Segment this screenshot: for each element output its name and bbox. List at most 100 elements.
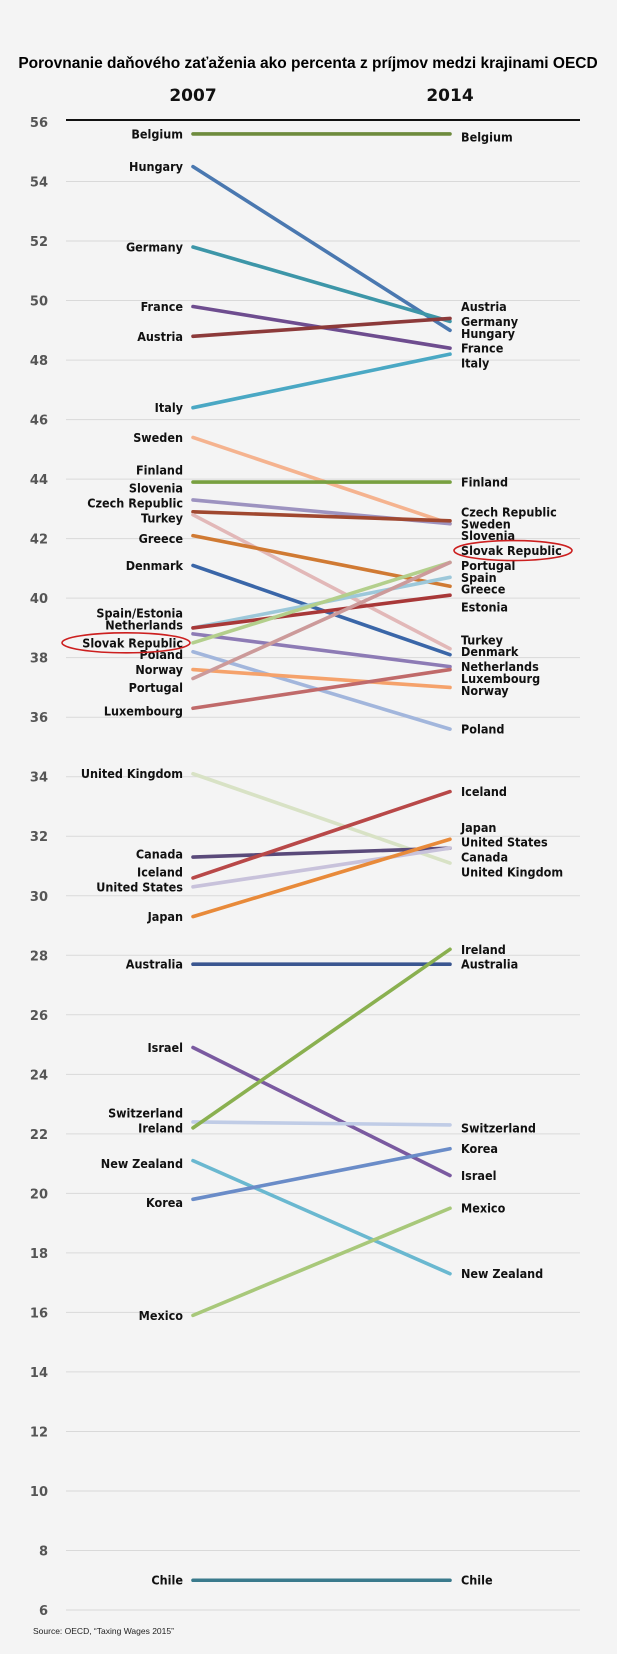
series-line-germany: [191, 245, 452, 324]
series-line-portugal: [191, 560, 452, 681]
series-line-hungary: [191, 164, 452, 333]
label-2014-switzerland: Switzerland: [461, 1120, 536, 1135]
label-2014-ireland: Ireland: [461, 942, 506, 957]
label-2014-norway: Norway: [461, 683, 509, 698]
label-2014-korea: Korea: [461, 1141, 498, 1156]
y-tick-label: 52: [30, 235, 48, 250]
label-2014-austria: Austria: [461, 299, 507, 314]
label-2007-korea: Korea: [146, 1195, 183, 1210]
y-tick-label: 38: [30, 652, 48, 667]
series-line-canada: [191, 846, 452, 859]
label-2014-germany: Germany: [461, 314, 519, 329]
label-2007-sweden: Sweden: [133, 430, 183, 445]
chart-title: Porovnanie daňového zaťaženia ako percen…: [18, 55, 597, 72]
series-line-iceland: [191, 789, 452, 880]
y-tick-label: 40: [30, 592, 48, 607]
label-2007-netherlands: Netherlands: [105, 617, 183, 632]
label-2014-estonia: Estonia: [461, 600, 508, 615]
label-2014-australia: Australia: [461, 957, 518, 972]
label-2014-chile: Chile: [461, 1573, 493, 1588]
label-2014-united-kingdom: United Kingdom: [461, 864, 563, 879]
label-2007-belgium: Belgium: [131, 126, 183, 141]
label-2014-iceland: Iceland: [461, 784, 507, 799]
series-line-estonia: [191, 593, 452, 630]
series-line-italy: [191, 352, 452, 410]
label-2007-poland: Poland: [140, 647, 183, 662]
series-line-czech-republic: [191, 510, 452, 523]
label-2007-united-kingdom: United Kingdom: [81, 766, 183, 781]
series-line-austria: [191, 316, 452, 339]
label-2007-slovenia: Slovenia: [129, 481, 183, 496]
source-note: Source: OECD, “Taxing Wages 2015”: [33, 1626, 174, 1636]
y-tick-label: 12: [30, 1425, 48, 1440]
series-line-israel: [191, 1045, 452, 1178]
y-tick-label: 42: [30, 533, 48, 548]
y-tick-label: 32: [30, 830, 48, 845]
label-2014-denmark: Denmark: [461, 644, 519, 659]
series-line-netherlands: [191, 632, 452, 669]
label-2007-czech-republic: Czech Republic: [87, 495, 183, 510]
label-2007-iceland: Iceland: [137, 864, 183, 879]
label-2007-japan: Japan: [147, 909, 183, 924]
gridlines: [66, 181, 580, 1611]
y-tick-label: 30: [30, 890, 48, 905]
series-line-luxembourg: [191, 667, 452, 711]
label-2007-denmark: Denmark: [126, 558, 184, 573]
label-2007-austria: Austria: [137, 329, 183, 344]
label-2007-hungary: Hungary: [129, 159, 184, 174]
y-tick-label: 36: [30, 711, 48, 726]
label-2014-finland: Finland: [461, 475, 508, 490]
series-line-mexico: [191, 1206, 452, 1318]
label-2007-greece: Greece: [139, 531, 184, 546]
series-line-switzerland: [191, 1120, 452, 1127]
label-2014-luxembourg: Luxembourg: [461, 671, 540, 686]
series-line-turkey: [191, 513, 452, 651]
label-2014-mexico: Mexico: [461, 1201, 506, 1216]
label-2014-poland: Poland: [461, 722, 504, 737]
label-2007-spain-estonia: Spain/Estonia: [96, 606, 183, 621]
series-line-greece: [191, 533, 452, 589]
label-2007-israel: Israel: [148, 1040, 184, 1055]
label-2007-ireland: Ireland: [138, 1120, 183, 1135]
label-2007-chile: Chile: [151, 1573, 183, 1588]
label-2014-turkey: Turkey: [461, 632, 504, 647]
label-2014-israel: Israel: [461, 1168, 497, 1183]
label-2007-australia: Australia: [126, 957, 183, 972]
label-2014-new-zealand: New Zealand: [461, 1266, 543, 1281]
label-2014-portugal: Portugal: [461, 558, 515, 573]
y-tick-label: 8: [39, 1544, 48, 1559]
label-2014-hungary: Hungary: [461, 326, 516, 341]
column-header-2007: 2007: [169, 86, 216, 106]
labels-2007: Belgium Hungary Germany France Austria Italy S…: [81, 126, 184, 1587]
label-2014-france: France: [461, 341, 504, 356]
y-tick-label: 26: [30, 1009, 48, 1024]
y-tick-label: 28: [30, 949, 48, 964]
label-2007-norway: Norway: [135, 662, 183, 677]
label-2014-slovak-republic: Slovak Republic: [461, 543, 562, 558]
label-2007-united-states: United States: [96, 879, 183, 894]
label-2014-slovenia: Slovenia: [461, 528, 515, 543]
y-tick-label: 44: [30, 473, 48, 488]
series-line-new-zealand: [191, 1158, 452, 1276]
y-tick-label: 54: [30, 176, 48, 191]
y-tick-label: 18: [30, 1247, 48, 1262]
highlight-ellipses: [61, 539, 573, 654]
label-2014-united-states: United States: [461, 835, 548, 850]
y-tick-label: 24: [30, 1068, 48, 1083]
y-tick-label: 10: [30, 1485, 48, 1500]
series-line-united-states: [191, 846, 452, 889]
y-tick-label: 6: [39, 1604, 48, 1619]
series-line-norway: [191, 667, 452, 690]
label-2014-canada: Canada: [461, 850, 508, 865]
label-2007-new-zealand: New Zealand: [101, 1156, 183, 1171]
highlight-ellipse-2014: [453, 539, 573, 562]
y-tick-label: 56: [30, 116, 48, 131]
column-header-2014: 2014: [426, 86, 473, 106]
y-tick-label: 14: [30, 1366, 48, 1381]
y-tick-label: 48: [30, 354, 48, 369]
series-line-korea: [191, 1146, 452, 1202]
label-2007-finland: Finland: [136, 463, 183, 478]
y-tick-label: 50: [30, 295, 48, 310]
